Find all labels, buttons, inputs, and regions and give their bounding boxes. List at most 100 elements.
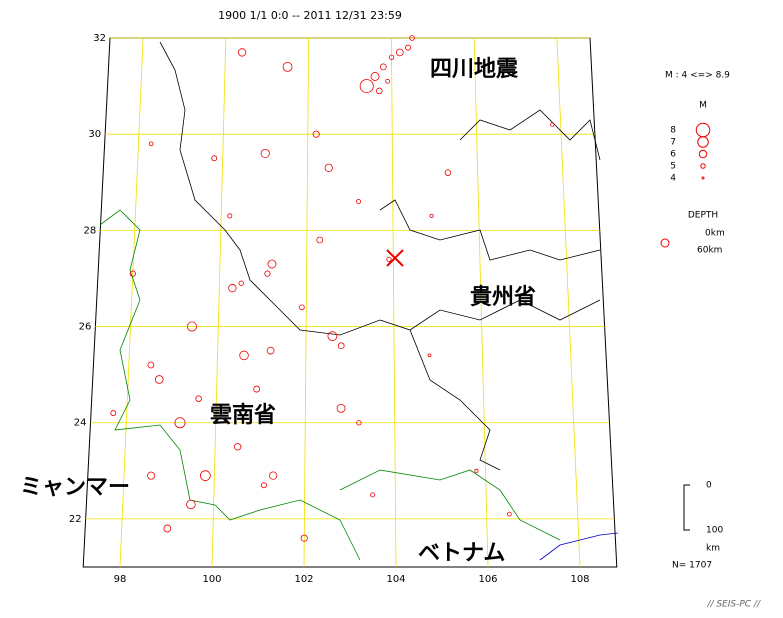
earthquake bbox=[174, 417, 186, 429]
earthquake bbox=[327, 331, 338, 342]
scale-label: 0 bbox=[706, 481, 712, 491]
earthquake bbox=[195, 395, 202, 402]
legend-symbol bbox=[701, 176, 705, 180]
grid-line bbox=[303, 37, 310, 568]
title: 1900 1/1 0:0 -- 2011 12/31 23:59 bbox=[218, 9, 402, 22]
legend-title: M bbox=[699, 101, 707, 111]
earthquake bbox=[267, 259, 277, 269]
earthquake bbox=[376, 87, 383, 95]
earthquake bbox=[324, 163, 333, 172]
earthquake bbox=[507, 511, 512, 517]
earthquake bbox=[282, 61, 293, 72]
legend-symbol bbox=[697, 136, 709, 148]
x-tick-label: 100 bbox=[202, 574, 221, 585]
earthquake bbox=[186, 499, 196, 510]
y-tick-label: 24 bbox=[74, 418, 87, 429]
grid-line bbox=[390, 37, 397, 568]
scale-label: 100 bbox=[706, 526, 723, 536]
earthquake bbox=[356, 420, 362, 426]
grid-line bbox=[556, 37, 581, 568]
earthquake bbox=[370, 492, 376, 498]
y-tick-label: 28 bbox=[84, 225, 97, 236]
marker bbox=[386, 249, 404, 267]
earthquake bbox=[238, 280, 244, 286]
earthquake bbox=[253, 385, 261, 393]
legend-depth: 0km bbox=[705, 229, 725, 239]
earthquake bbox=[227, 213, 233, 219]
y-tick-label: 30 bbox=[88, 129, 101, 140]
legend-title: DEPTH bbox=[688, 211, 718, 221]
earthquake bbox=[264, 270, 271, 277]
earthquake bbox=[316, 236, 324, 244]
earthquake bbox=[237, 48, 247, 57]
earthquake bbox=[129, 270, 136, 277]
earthquake bbox=[359, 79, 374, 94]
region-label: ミャンマー bbox=[20, 475, 130, 500]
earthquake bbox=[386, 256, 392, 262]
grid-line bbox=[211, 37, 227, 568]
x-tick-label: 98 bbox=[114, 574, 127, 585]
earthquake bbox=[312, 130, 320, 138]
earthquake bbox=[550, 122, 555, 127]
footer: // SEIS-PC // bbox=[706, 600, 761, 610]
x-tick-label: 108 bbox=[570, 574, 589, 585]
earthquake bbox=[239, 350, 249, 361]
earthquake bbox=[337, 342, 345, 350]
earthquake bbox=[300, 534, 308, 542]
grid-line bbox=[473, 37, 489, 568]
region-label: ベトナム bbox=[418, 541, 505, 566]
count: N= 1707 bbox=[672, 561, 712, 571]
earthquake bbox=[260, 148, 270, 159]
earthquake bbox=[444, 169, 452, 176]
earthquake bbox=[379, 63, 387, 71]
earthquake bbox=[211, 155, 218, 162]
earthquake bbox=[228, 283, 237, 293]
region-label: 四川地震 bbox=[430, 57, 519, 82]
earthquake bbox=[429, 213, 434, 218]
map-frame bbox=[82, 37, 618, 568]
earthquake bbox=[261, 482, 267, 489]
earthquake bbox=[233, 443, 242, 451]
earthquake bbox=[266, 346, 275, 355]
legend-depth: 60km bbox=[697, 246, 722, 256]
x-tick-label: 106 bbox=[478, 574, 497, 585]
x-tick-label: 104 bbox=[386, 574, 405, 585]
earthquake bbox=[110, 410, 117, 417]
earthquake bbox=[299, 304, 305, 311]
earthquake bbox=[395, 48, 404, 57]
grid-line bbox=[119, 37, 144, 568]
y-tick-label: 22 bbox=[69, 514, 82, 525]
legend-range: M : 4 <=> 8.9 bbox=[665, 71, 730, 81]
earthquake bbox=[474, 468, 479, 473]
earthquake bbox=[163, 524, 172, 533]
legend-magnitude: 6 bbox=[670, 150, 676, 160]
earthquake bbox=[200, 470, 211, 481]
legend-symbol bbox=[698, 149, 708, 159]
legend-symbol bbox=[700, 163, 706, 169]
x-tick-label: 102 bbox=[294, 574, 313, 585]
region-label: 貴州省 bbox=[470, 285, 536, 310]
earthquake bbox=[186, 321, 198, 332]
y-tick-label: 32 bbox=[93, 33, 106, 44]
legend-symbol bbox=[695, 122, 711, 138]
legend-magnitude: 7 bbox=[670, 138, 676, 148]
depth-symbol bbox=[660, 238, 670, 248]
y-tick-label: 26 bbox=[79, 322, 92, 333]
earthquake bbox=[356, 199, 362, 205]
earthquake bbox=[405, 44, 411, 51]
earthquake bbox=[370, 72, 380, 81]
scale-bar bbox=[683, 484, 690, 531]
scale-unit: km bbox=[706, 544, 720, 554]
earthquake bbox=[269, 471, 278, 480]
earthquake bbox=[147, 361, 155, 369]
region-label: 雲南省 bbox=[210, 403, 276, 428]
earthquake bbox=[154, 375, 164, 384]
borders bbox=[99, 41, 619, 561]
legend-magnitude: 4 bbox=[670, 174, 676, 184]
earthquake bbox=[427, 353, 432, 358]
earthquake bbox=[385, 78, 390, 84]
legend-magnitude: 8 bbox=[670, 126, 676, 136]
earthquake bbox=[147, 471, 156, 480]
earthquake bbox=[388, 54, 395, 60]
